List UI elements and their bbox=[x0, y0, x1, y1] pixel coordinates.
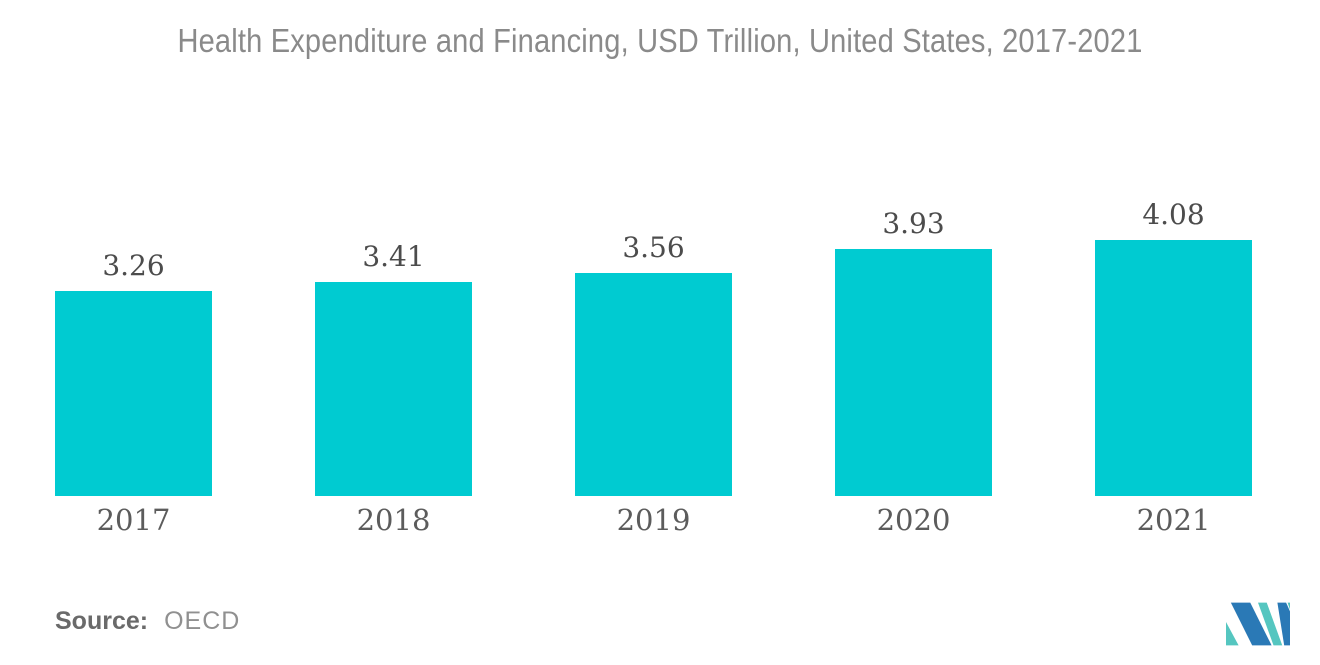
category-label: 2019 bbox=[616, 503, 691, 537]
bar-column-2021: 4.08 bbox=[1095, 200, 1252, 496]
category-label: 2021 bbox=[1136, 503, 1211, 537]
category-label: 2018 bbox=[356, 503, 431, 537]
category-label: 2020 bbox=[876, 503, 951, 537]
bar-2020 bbox=[835, 249, 992, 496]
value-label: 3.41 bbox=[362, 240, 425, 273]
page-title: Health Expenditure and Financing, USD Tr… bbox=[177, 22, 1143, 59]
bar-2019 bbox=[575, 273, 732, 496]
value-label: 3.26 bbox=[102, 249, 165, 282]
x-axis-labels: 2017 2018 2019 2020 2021 bbox=[55, 506, 1252, 535]
bar-column-2018: 3.41 bbox=[315, 200, 472, 496]
source-line: Source: OECD bbox=[55, 607, 240, 636]
value-label: 3.93 bbox=[882, 207, 945, 240]
bar-2021 bbox=[1095, 240, 1252, 496]
mordor-intelligence-logo-icon bbox=[1226, 602, 1290, 646]
source-label: Source: bbox=[55, 607, 149, 635]
bar-2018 bbox=[315, 282, 472, 496]
bar-column-2017: 3.26 bbox=[55, 200, 212, 496]
bar-2017 bbox=[55, 291, 212, 496]
bar-column-2020: 3.93 bbox=[835, 200, 992, 496]
source-value: OECD bbox=[164, 607, 241, 635]
value-label: 3.56 bbox=[622, 231, 685, 264]
category-label: 2017 bbox=[96, 503, 171, 537]
bar-column-2019: 3.56 bbox=[575, 200, 732, 496]
value-label: 4.08 bbox=[1142, 198, 1205, 231]
bar-chart: 3.26 3.41 3.56 3.93 4.08 bbox=[55, 200, 1252, 496]
